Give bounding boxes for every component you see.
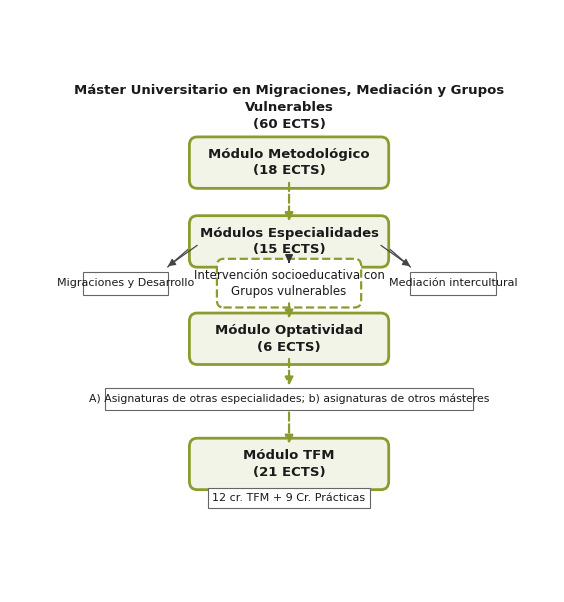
Text: Módulo TFM
(21 ECTS): Módulo TFM (21 ECTS) (243, 449, 335, 479)
FancyBboxPatch shape (190, 438, 389, 489)
Bar (82, 272, 168, 295)
Text: Módulo Metodológico
(18 ECTS): Módulo Metodológico (18 ECTS) (208, 148, 370, 178)
FancyBboxPatch shape (190, 313, 389, 364)
FancyBboxPatch shape (217, 259, 361, 308)
Text: Módulo Optatividad
(6 ECTS): Módulo Optatividad (6 ECTS) (215, 324, 363, 353)
Text: A) Asignaturas de otras especialidades; b) asignaturas de otros másteres: A) Asignaturas de otras especialidades; … (89, 394, 489, 405)
Bar (411, 272, 496, 295)
Text: Migraciones y Desarrollo: Migraciones y Desarrollo (56, 278, 194, 288)
Bar (105, 388, 473, 410)
Text: Máster Universitario en Migraciones, Mediación y Grupos
Vulnerables
(60 ECTS): Máster Universitario en Migraciones, Med… (74, 84, 504, 131)
Text: Módulos Especialidades
(15 ECTS): Módulos Especialidades (15 ECTS) (200, 227, 378, 256)
Text: Mediación intercultural: Mediación intercultural (389, 278, 517, 288)
Text: 12 cr. TFM + 9 Cr. Prácticas: 12 cr. TFM + 9 Cr. Prácticas (213, 493, 365, 503)
Bar (208, 488, 370, 507)
FancyBboxPatch shape (190, 216, 389, 267)
Text: Intervención socioeducativa con
Grupos vulnerables: Intervención socioeducativa con Grupos v… (193, 268, 385, 297)
FancyBboxPatch shape (190, 137, 389, 188)
